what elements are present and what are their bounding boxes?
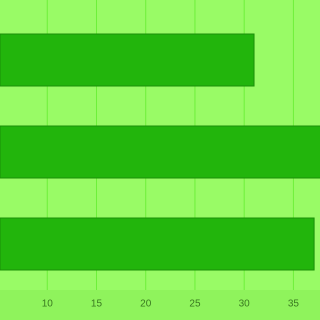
x-tick-label: 35 <box>288 299 300 310</box>
x-tick-label: 25 <box>189 299 201 310</box>
bar <box>0 33 255 87</box>
x-tick-label: 30 <box>239 299 251 310</box>
x-tick-label: 20 <box>140 299 152 310</box>
x-tick-label: 10 <box>42 299 54 310</box>
bar <box>0 217 315 271</box>
x-tick-label: 15 <box>91 299 103 310</box>
bar <box>0 125 320 179</box>
